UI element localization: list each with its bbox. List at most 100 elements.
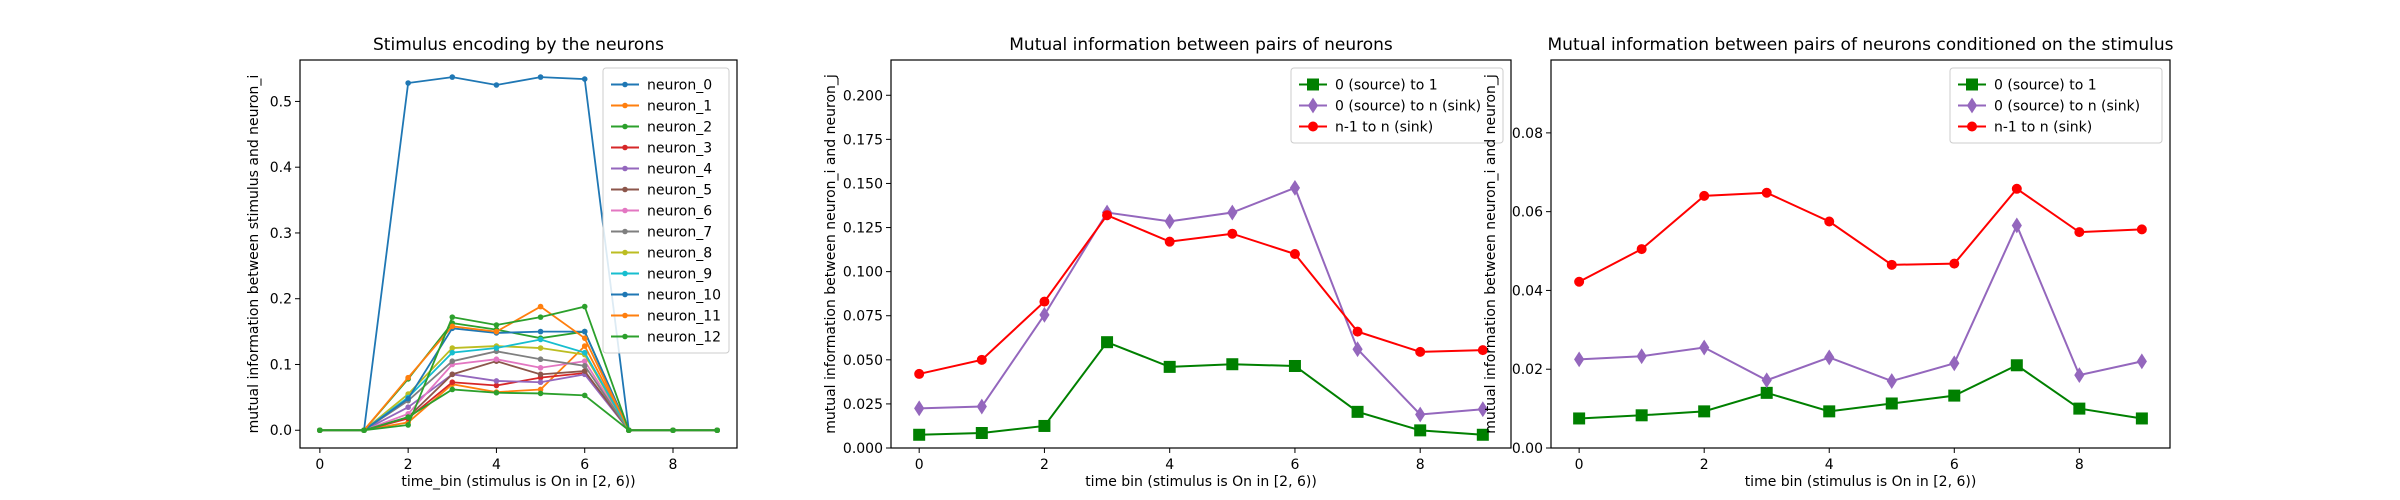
data-point [493, 382, 500, 389]
data-point [2135, 412, 2148, 425]
series-line [919, 186, 1483, 416]
y-tick-label: 0.175 [843, 132, 883, 148]
data-point [976, 398, 987, 415]
data-point [2074, 367, 2085, 384]
legend-item-0 (source) to n (sink): 0 (source) to n (sink) [1958, 97, 2140, 115]
data-point [493, 389, 500, 396]
y-tick-label: 0.2 [270, 292, 292, 308]
data-point [2074, 227, 2085, 238]
legend-marker [1307, 97, 1319, 114]
data-point [975, 427, 988, 440]
data-point [1476, 428, 1489, 441]
data-point [581, 349, 588, 356]
legend-marker [622, 312, 628, 319]
data-point [1636, 244, 1647, 255]
legend-marker [622, 81, 628, 88]
x-axis-label: time bin (stimulus is On in [2, 6)) [1745, 474, 1977, 490]
data-point [2011, 183, 2022, 194]
legend-item-neuron_7: neuron_7 [611, 225, 712, 241]
legend-marker [622, 102, 628, 109]
legend-label: 0 (source) to n (sink) [1335, 99, 1481, 115]
data-point [581, 392, 588, 399]
data-point [449, 371, 456, 378]
data-point [913, 428, 926, 441]
data-point [1227, 204, 1238, 221]
data-point [1948, 389, 1961, 402]
data-point [537, 379, 544, 386]
data-point [1949, 355, 1960, 372]
legend-label: neuron_4 [647, 162, 712, 178]
y-tick-label: 0.000 [843, 441, 883, 457]
legend-label: neuron_5 [647, 183, 712, 199]
chart-panel-2: 0 2 4 6 8 0.00 0.02 0.04 0.06 0.08 Mutual informat… [1483, 35, 2174, 490]
data-point [405, 414, 411, 420]
data-point [1352, 341, 1363, 358]
data-point [1101, 336, 1114, 349]
y-tick-label: 0.125 [843, 221, 883, 237]
legend-item-neuron_1: neuron_1 [611, 99, 712, 115]
legend-item-n-1 to n (sink): n-1 to n (sink) [1299, 120, 1433, 136]
data-point [1415, 406, 1426, 423]
series-line [319, 345, 718, 432]
data-point [1352, 326, 1363, 337]
data-point [581, 358, 588, 364]
data-point [449, 349, 456, 356]
legend-marker [1308, 121, 1318, 132]
legend-marker [622, 270, 628, 277]
data-point [537, 74, 544, 80]
data-point [1824, 216, 1835, 227]
legend-label: 0 (source) to n (sink) [1994, 99, 2140, 115]
data-point [976, 354, 987, 365]
x-tick-label: 2 [1040, 457, 1049, 473]
data-point [537, 336, 544, 343]
legend-marker [1967, 121, 1977, 132]
data-point [581, 335, 588, 341]
legend-marker [622, 144, 628, 151]
legend-box [1949, 67, 2163, 144]
data-point [493, 82, 500, 88]
x-tick-label: 0 [315, 457, 324, 473]
data-point [1038, 419, 1051, 432]
data-point [317, 427, 323, 434]
x-axis-label: time bin (stimulus is On in [2, 6)) [1085, 474, 1317, 490]
data-point [581, 303, 588, 310]
y-tick-label: 0.3 [270, 226, 292, 242]
data-point [714, 427, 720, 434]
legend-label: neuron_2 [647, 120, 712, 136]
legend-marker [622, 228, 628, 235]
axes-frame [1550, 59, 2171, 449]
data-point [1163, 360, 1176, 373]
y-tick-label: 0.075 [843, 309, 883, 325]
series-unlabelled-13 [317, 386, 720, 434]
data-point [1477, 401, 1488, 418]
series-0 (source) to n (sink) [1574, 217, 2147, 389]
x-tick-label: 2 [404, 457, 413, 473]
data-point [405, 395, 411, 402]
chart-title: Stimulus encoding by the neurons [373, 35, 664, 55]
x-tick-label: 4 [1825, 457, 1834, 473]
series-line [1579, 364, 2143, 420]
legend-marker [622, 207, 628, 214]
legend-item-0 (source) to n (sink): 0 (source) to n (sink) [1299, 97, 1481, 115]
data-point [1885, 397, 1898, 410]
y-tick-label: 0.02 [1512, 362, 1543, 378]
legend-label: neuron_10 [647, 288, 721, 304]
x-tick-label: 2 [1700, 457, 1709, 473]
x-tick-label: 6 [580, 457, 589, 473]
y-tick-label: 0.4 [270, 160, 292, 176]
data-point [449, 345, 456, 351]
legend-item-neuron_8: neuron_8 [611, 246, 712, 262]
data-point [537, 356, 544, 363]
y-tick-label: 0.0 [270, 423, 292, 439]
legend-label: neuron_7 [647, 225, 712, 241]
series-line [319, 388, 718, 432]
y-tick-label: 0.08 [1512, 126, 1543, 142]
data-point [1226, 358, 1239, 371]
data-point [1823, 405, 1836, 418]
series-n-1 to n (sink) [914, 210, 1488, 379]
data-point [493, 356, 500, 363]
data-point [1289, 179, 1301, 196]
legend-item-neuron_4: neuron_4 [611, 162, 712, 178]
series-n-1 to n (sink) [1574, 183, 2147, 287]
